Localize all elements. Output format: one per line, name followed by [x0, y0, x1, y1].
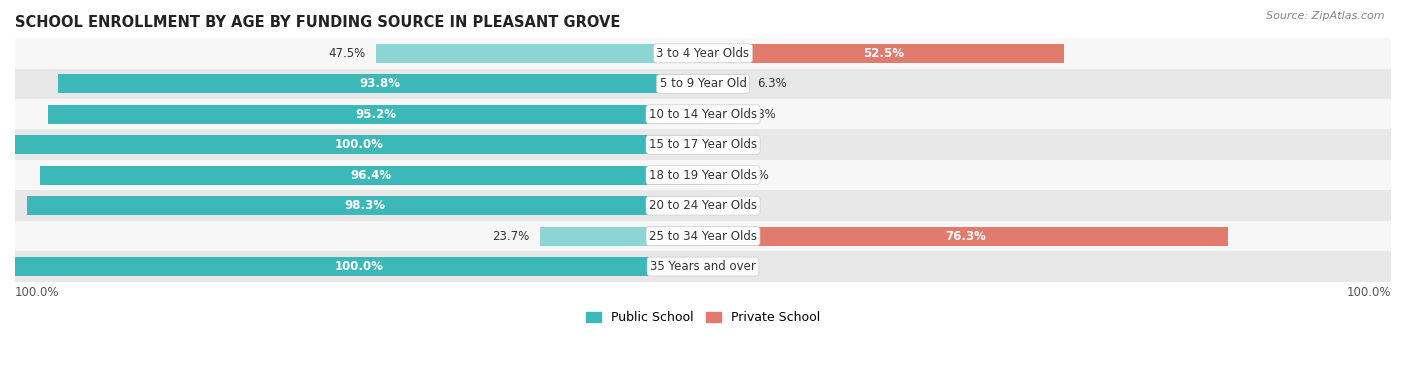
Bar [703, 44, 1064, 63]
Bar [39, 166, 703, 185]
Bar [15, 190, 1391, 221]
Bar [703, 227, 1227, 245]
Text: 18 to 19 Year Olds: 18 to 19 Year Olds [650, 169, 756, 182]
Text: 6.3%: 6.3% [756, 77, 786, 90]
Text: 0.0%: 0.0% [713, 138, 742, 151]
Bar [377, 44, 703, 63]
Bar [703, 74, 747, 93]
Bar [15, 99, 1391, 129]
Text: 100.0%: 100.0% [335, 138, 384, 151]
Text: 23.7%: 23.7% [492, 230, 530, 242]
Legend: Public School, Private School: Public School, Private School [581, 306, 825, 329]
Text: 47.5%: 47.5% [329, 47, 366, 60]
Text: 5 to 9 Year Old: 5 to 9 Year Old [659, 77, 747, 90]
Text: SCHOOL ENROLLMENT BY AGE BY FUNDING SOURCE IN PLEASANT GROVE: SCHOOL ENROLLMENT BY AGE BY FUNDING SOUR… [15, 15, 620, 30]
Text: 25 to 34 Year Olds: 25 to 34 Year Olds [650, 230, 756, 242]
Text: 100.0%: 100.0% [1347, 287, 1391, 299]
Bar [540, 227, 703, 245]
Text: 100.0%: 100.0% [335, 260, 384, 273]
Text: 35 Years and over: 35 Years and over [650, 260, 756, 273]
Bar [703, 166, 728, 185]
Bar [58, 74, 703, 93]
Text: 93.8%: 93.8% [360, 77, 401, 90]
Text: 96.4%: 96.4% [352, 169, 392, 182]
Text: 3.7%: 3.7% [738, 169, 769, 182]
Bar [27, 196, 703, 215]
Text: 100.0%: 100.0% [15, 287, 59, 299]
Text: 10 to 14 Year Olds: 10 to 14 Year Olds [650, 108, 756, 121]
Text: 76.3%: 76.3% [945, 230, 986, 242]
Bar [15, 251, 1391, 282]
Text: 4.8%: 4.8% [747, 108, 776, 121]
Text: 52.5%: 52.5% [863, 47, 904, 60]
Text: 1.7%: 1.7% [725, 199, 755, 212]
Text: 98.3%: 98.3% [344, 199, 385, 212]
Bar [15, 69, 1391, 99]
Text: 0.0%: 0.0% [713, 260, 742, 273]
Bar [15, 221, 1391, 251]
Text: 95.2%: 95.2% [354, 108, 396, 121]
Bar [15, 160, 1391, 190]
Bar [703, 196, 714, 215]
Text: 20 to 24 Year Olds: 20 to 24 Year Olds [650, 199, 756, 212]
Text: 15 to 17 Year Olds: 15 to 17 Year Olds [650, 138, 756, 151]
Bar [15, 38, 1391, 69]
Bar [15, 129, 1391, 160]
Bar [15, 135, 703, 154]
Bar [703, 105, 735, 124]
Text: Source: ZipAtlas.com: Source: ZipAtlas.com [1267, 11, 1385, 21]
Bar [48, 105, 703, 124]
Text: 3 to 4 Year Olds: 3 to 4 Year Olds [657, 47, 749, 60]
Bar [15, 257, 703, 276]
